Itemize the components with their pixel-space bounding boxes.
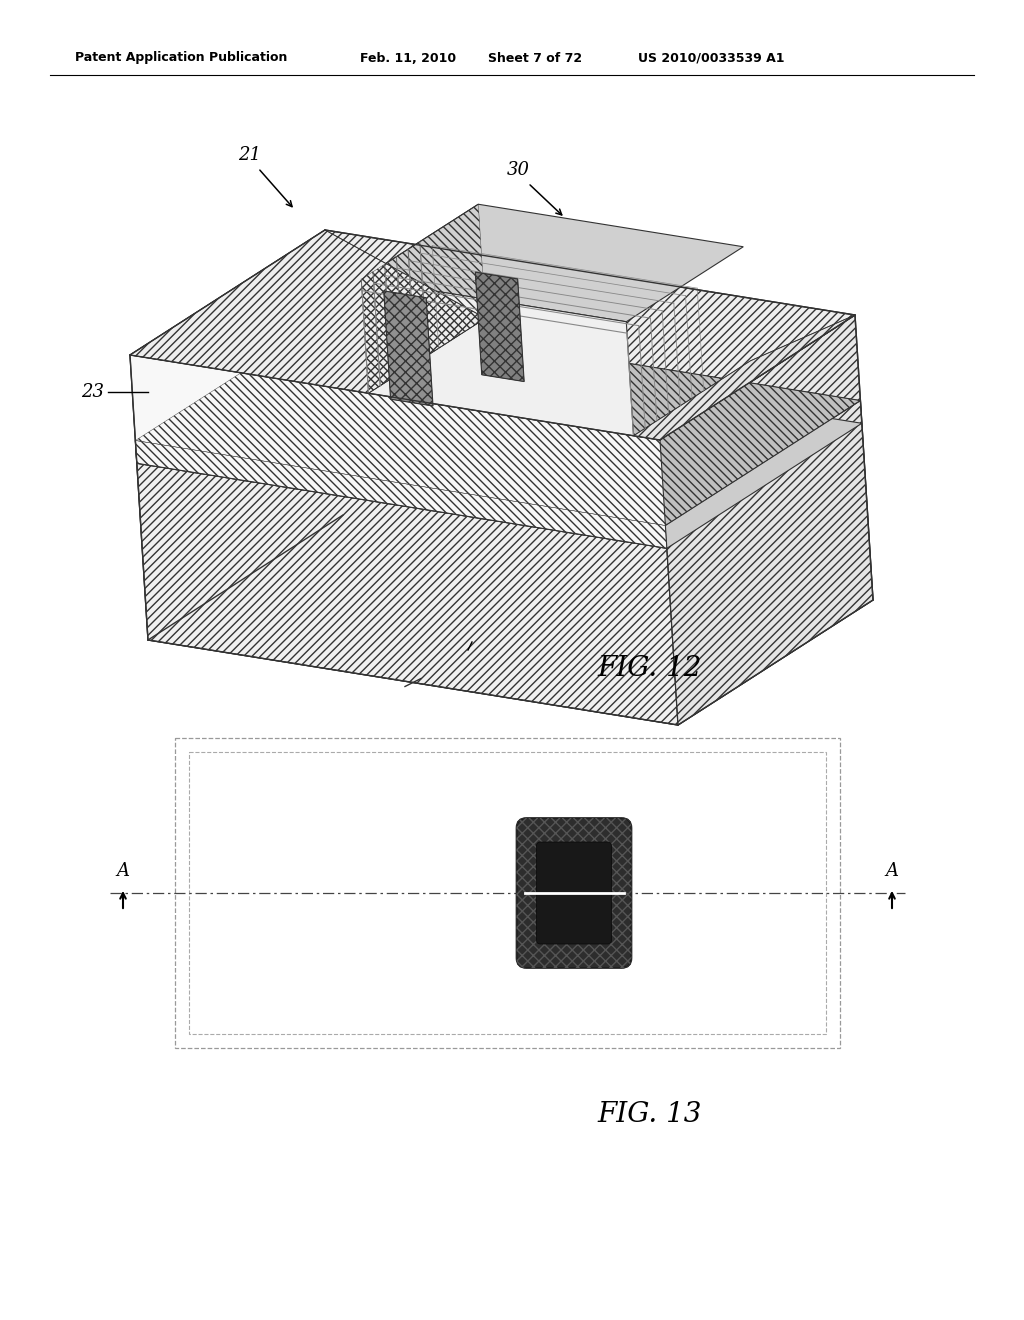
Bar bbox=[175, 738, 840, 1048]
Polygon shape bbox=[130, 355, 667, 548]
Polygon shape bbox=[130, 230, 485, 393]
Text: 21: 21 bbox=[239, 147, 261, 164]
Text: 30: 30 bbox=[507, 161, 529, 180]
Polygon shape bbox=[361, 205, 743, 322]
Text: FIG. 12: FIG. 12 bbox=[598, 655, 702, 681]
Text: 23: 23 bbox=[82, 383, 104, 401]
FancyBboxPatch shape bbox=[537, 842, 611, 944]
Bar bbox=[189, 752, 826, 1034]
Text: Patent Application Publication: Patent Application Publication bbox=[75, 51, 288, 65]
Polygon shape bbox=[135, 441, 678, 725]
Polygon shape bbox=[475, 272, 524, 381]
Text: A: A bbox=[117, 862, 129, 880]
Polygon shape bbox=[361, 280, 634, 436]
Polygon shape bbox=[130, 355, 678, 725]
Polygon shape bbox=[666, 400, 873, 725]
FancyBboxPatch shape bbox=[516, 818, 632, 968]
Polygon shape bbox=[135, 441, 667, 548]
Text: A: A bbox=[886, 862, 898, 880]
Polygon shape bbox=[130, 230, 855, 440]
Text: Feb. 11, 2010: Feb. 11, 2010 bbox=[360, 51, 456, 65]
Polygon shape bbox=[384, 290, 433, 407]
Polygon shape bbox=[137, 338, 862, 548]
Polygon shape bbox=[660, 315, 873, 725]
Polygon shape bbox=[135, 315, 860, 525]
Text: FIG. 13: FIG. 13 bbox=[598, 1101, 702, 1129]
Text: Sheet 7 of 72: Sheet 7 of 72 bbox=[488, 51, 582, 65]
Polygon shape bbox=[634, 315, 855, 440]
Text: US 2010/0033539 A1: US 2010/0033539 A1 bbox=[638, 51, 784, 65]
Polygon shape bbox=[361, 205, 485, 393]
